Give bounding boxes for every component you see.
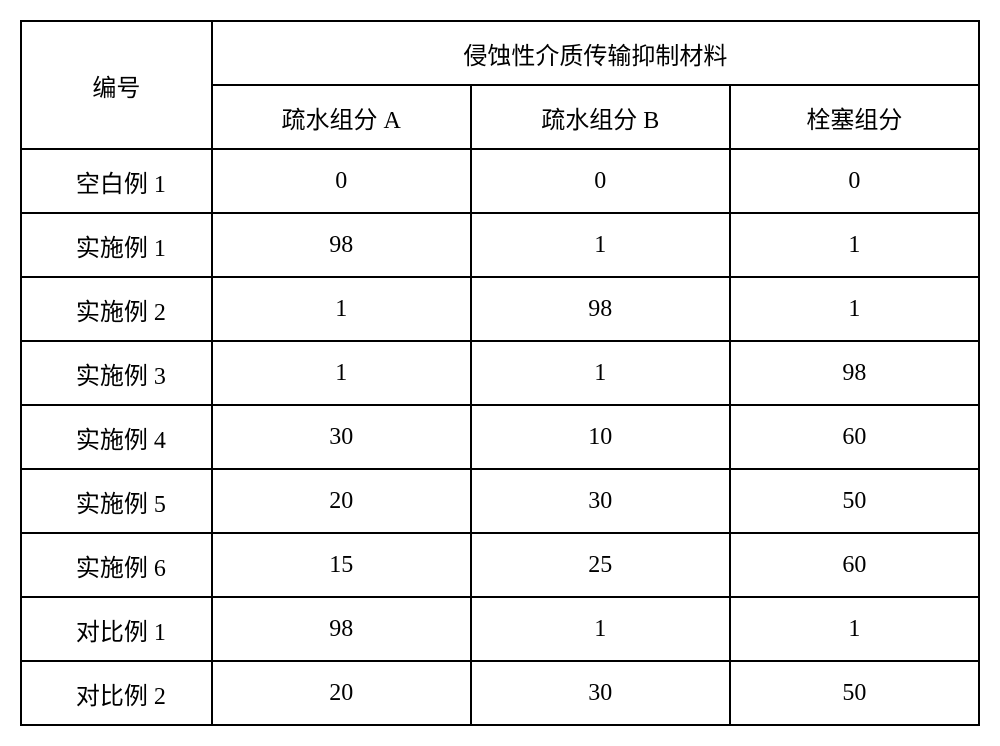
table-row: 实施例 5 20 30 50 [21, 469, 979, 533]
cell-c: 50 [730, 661, 979, 725]
row-label: 实施例 6 [21, 533, 212, 597]
row-label: 实施例 5 [21, 469, 212, 533]
cell-a: 15 [212, 533, 471, 597]
cell-b: 98 [471, 277, 730, 341]
row-label: 实施例 3 [21, 341, 212, 405]
row-label: 实施例 4 [21, 405, 212, 469]
subheader-b: 疏水组分 B [471, 85, 730, 149]
cell-b: 1 [471, 213, 730, 277]
cell-a: 20 [212, 661, 471, 725]
table-row: 实施例 4 30 10 60 [21, 405, 979, 469]
cell-b: 30 [471, 469, 730, 533]
row-label: 对比例 1 [21, 597, 212, 661]
cell-a: 98 [212, 597, 471, 661]
subheader-c: 栓塞组分 [730, 85, 979, 149]
table-row: 对比例 1 98 1 1 [21, 597, 979, 661]
cell-a: 1 [212, 341, 471, 405]
cell-c: 60 [730, 533, 979, 597]
table-row: 对比例 2 20 30 50 [21, 661, 979, 725]
subheader-a: 疏水组分 A [212, 85, 471, 149]
cell-c: 60 [730, 405, 979, 469]
table-row: 实施例 3 1 1 98 [21, 341, 979, 405]
row-label: 对比例 2 [21, 661, 212, 725]
cell-b: 10 [471, 405, 730, 469]
header-rowlabel: 编号 [21, 21, 212, 149]
table-row: 实施例 2 1 98 1 [21, 277, 979, 341]
table-row: 实施例 6 15 25 60 [21, 533, 979, 597]
cell-b: 30 [471, 661, 730, 725]
cell-b: 1 [471, 341, 730, 405]
cell-b: 25 [471, 533, 730, 597]
cell-b: 1 [471, 597, 730, 661]
cell-c: 0 [730, 149, 979, 213]
cell-c: 98 [730, 341, 979, 405]
row-label: 实施例 1 [21, 213, 212, 277]
cell-c: 1 [730, 213, 979, 277]
row-label: 空白例 1 [21, 149, 212, 213]
cell-c: 1 [730, 277, 979, 341]
cell-a: 1 [212, 277, 471, 341]
table-row: 实施例 1 98 1 1 [21, 213, 979, 277]
data-table: 编号 侵蚀性介质传输抑制材料 疏水组分 A 疏水组分 B 栓塞组分 空白例 1 … [20, 20, 980, 726]
cell-a: 98 [212, 213, 471, 277]
header-group: 侵蚀性介质传输抑制材料 [212, 21, 979, 85]
cell-c: 1 [730, 597, 979, 661]
row-label: 实施例 2 [21, 277, 212, 341]
table-row: 空白例 1 0 0 0 [21, 149, 979, 213]
cell-c: 50 [730, 469, 979, 533]
cell-b: 0 [471, 149, 730, 213]
cell-a: 30 [212, 405, 471, 469]
cell-a: 20 [212, 469, 471, 533]
cell-a: 0 [212, 149, 471, 213]
